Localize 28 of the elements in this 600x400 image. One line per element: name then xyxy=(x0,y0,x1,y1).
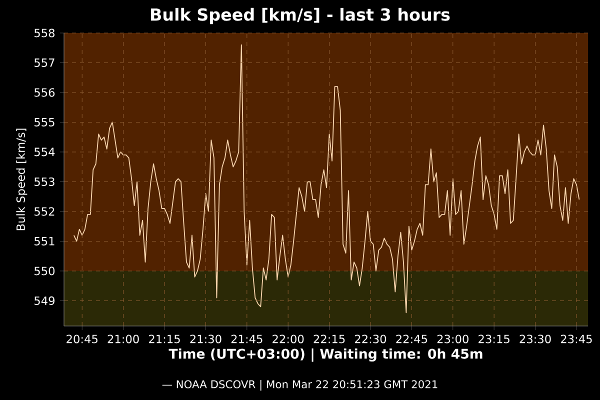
x-tick-label: 22:15 xyxy=(314,334,345,344)
y-tick-label: 555 xyxy=(34,118,54,126)
x-tick-label: 22:45 xyxy=(396,334,428,344)
x-axis-title: Time (UTC+03:00) | Waiting time: 0h 45m xyxy=(168,348,482,362)
x-tick-label: 22:00 xyxy=(272,334,304,344)
x-tick-label: 21:45 xyxy=(231,334,262,344)
line-series xyxy=(73,44,580,314)
chart-title: Bulk Speed [km/s] - last 3 hours xyxy=(151,8,450,24)
y-tick-label: 557 xyxy=(34,58,54,67)
x-tick-label: 21:00 xyxy=(108,334,139,344)
text: — NOAA DSCOVR | Mon Mar 22 20:51:23 GMT 2021 xyxy=(162,380,438,391)
x-tick-label: 23:45 xyxy=(560,334,592,344)
x-tick-label: 22:30 xyxy=(355,334,386,344)
x-tick-label: 23:30 xyxy=(520,334,551,344)
x-tick-label: 20:45 xyxy=(66,334,98,344)
y-tick-label: 556 xyxy=(34,88,55,97)
y-tick-label: 554 xyxy=(34,148,55,156)
x-tick-label: 21:30 xyxy=(190,334,222,344)
y-axis-title: Bulk Speed [km/s] xyxy=(16,128,28,230)
x-tick-label: 23:00 xyxy=(437,334,468,344)
x-tick-label: 23:15 xyxy=(478,334,510,344)
y-tick-label: 549 xyxy=(34,296,54,306)
x-tick-label: 21:15 xyxy=(149,334,180,344)
y-tick-label: 550 xyxy=(34,266,55,276)
y-tick-label: 553 xyxy=(34,177,54,186)
y-tick-label: 558 xyxy=(34,28,55,38)
y-tick-label: 551 xyxy=(34,237,54,246)
y-tick-label: 552 xyxy=(34,207,54,216)
